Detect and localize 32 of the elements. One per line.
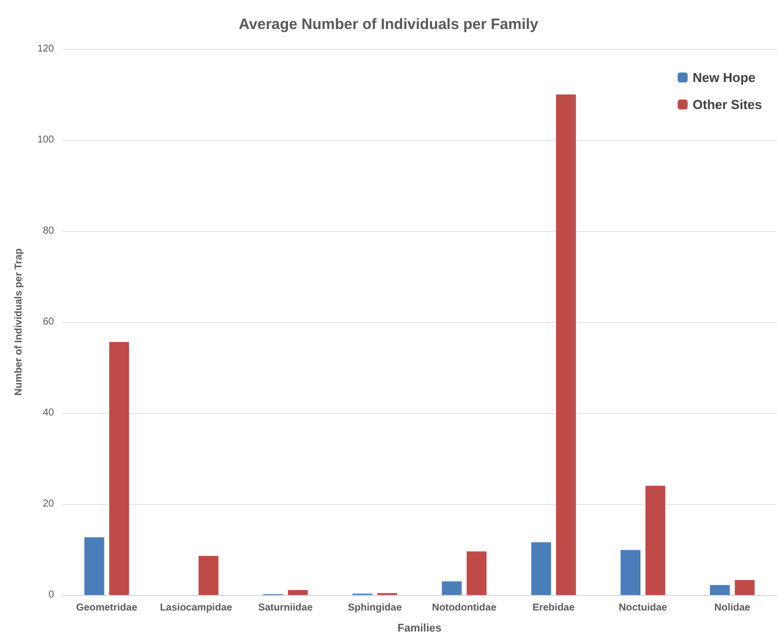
bar bbox=[620, 550, 640, 595]
x-tick-label: Noctuidae bbox=[618, 602, 668, 614]
bar bbox=[645, 486, 666, 595]
y-tick-label: 60 bbox=[42, 316, 54, 328]
x-tick-label: Erebidae bbox=[532, 602, 576, 614]
bar bbox=[734, 580, 755, 595]
bar bbox=[442, 581, 462, 595]
bar bbox=[288, 590, 308, 595]
bar bbox=[198, 556, 218, 595]
x-tick-label: Lasiocampidae bbox=[160, 602, 233, 614]
y-axis-title: Number of Individuals per Trap bbox=[14, 248, 24, 396]
x-tick-label: Saturniidae bbox=[258, 602, 314, 614]
bar bbox=[710, 584, 730, 595]
bar bbox=[556, 94, 576, 595]
x-tick-label: Notodontidae bbox=[432, 602, 497, 614]
x-axis-title: Families bbox=[397, 622, 442, 634]
y-tick-label: 20 bbox=[42, 498, 54, 510]
y-tick-label: 80 bbox=[42, 226, 54, 236]
x-tick-label: Nolidae bbox=[714, 602, 751, 614]
bar bbox=[109, 342, 130, 595]
x-tick-label: Geometridae bbox=[76, 602, 138, 614]
legend-label: New Hope bbox=[692, 70, 756, 85]
chart-title: Average Number of Individuals per Family bbox=[238, 16, 539, 33]
bar bbox=[466, 551, 487, 595]
y-tick-label: 120 bbox=[37, 44, 54, 54]
y-tick-label: 0 bbox=[48, 590, 54, 600]
x-tick-label: Sphingidae bbox=[348, 602, 402, 614]
legend-label: Other Sites bbox=[692, 97, 762, 112]
bar bbox=[531, 542, 552, 595]
bar bbox=[84, 537, 104, 595]
y-tick-label: 100 bbox=[37, 134, 54, 146]
y-tick-label: 40 bbox=[42, 408, 54, 418]
